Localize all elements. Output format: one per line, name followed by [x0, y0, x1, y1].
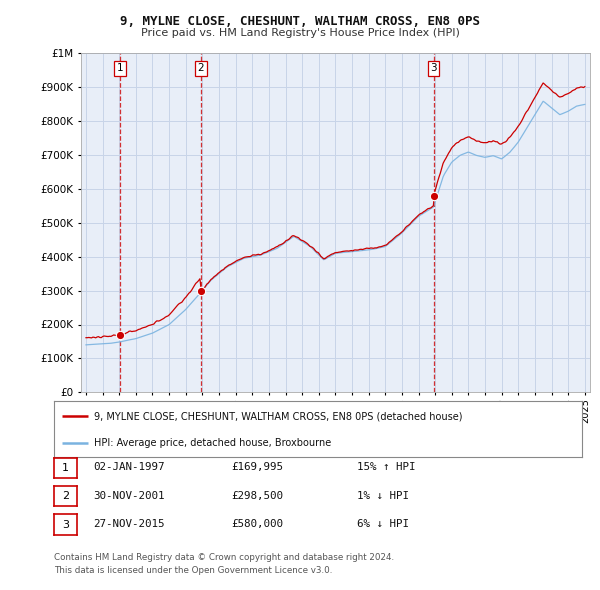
Text: Contains HM Land Registry data © Crown copyright and database right 2024.
This d: Contains HM Land Registry data © Crown c… [54, 553, 394, 575]
Text: 27-NOV-2015: 27-NOV-2015 [93, 519, 164, 529]
Text: 1% ↓ HPI: 1% ↓ HPI [357, 491, 409, 500]
Text: 1: 1 [62, 463, 69, 473]
Text: 6% ↓ HPI: 6% ↓ HPI [357, 519, 409, 529]
Text: 3: 3 [430, 63, 437, 73]
Text: 2: 2 [62, 491, 69, 501]
Text: HPI: Average price, detached house, Broxbourne: HPI: Average price, detached house, Brox… [94, 438, 331, 448]
Text: 9, MYLNE CLOSE, CHESHUNT, WALTHAM CROSS, EN8 0PS (detached house): 9, MYLNE CLOSE, CHESHUNT, WALTHAM CROSS,… [94, 411, 462, 421]
Text: 2: 2 [198, 63, 205, 73]
Text: 3: 3 [62, 520, 69, 529]
Text: £580,000: £580,000 [231, 519, 283, 529]
Text: Price paid vs. HM Land Registry's House Price Index (HPI): Price paid vs. HM Land Registry's House … [140, 28, 460, 38]
Text: 30-NOV-2001: 30-NOV-2001 [93, 491, 164, 500]
Text: £169,995: £169,995 [231, 463, 283, 472]
Text: £298,500: £298,500 [231, 491, 283, 500]
Text: 9, MYLNE CLOSE, CHESHUNT, WALTHAM CROSS, EN8 0PS: 9, MYLNE CLOSE, CHESHUNT, WALTHAM CROSS,… [120, 15, 480, 28]
Text: 15% ↑ HPI: 15% ↑ HPI [357, 463, 415, 472]
Text: 1: 1 [116, 63, 123, 73]
Text: 02-JAN-1997: 02-JAN-1997 [93, 463, 164, 472]
